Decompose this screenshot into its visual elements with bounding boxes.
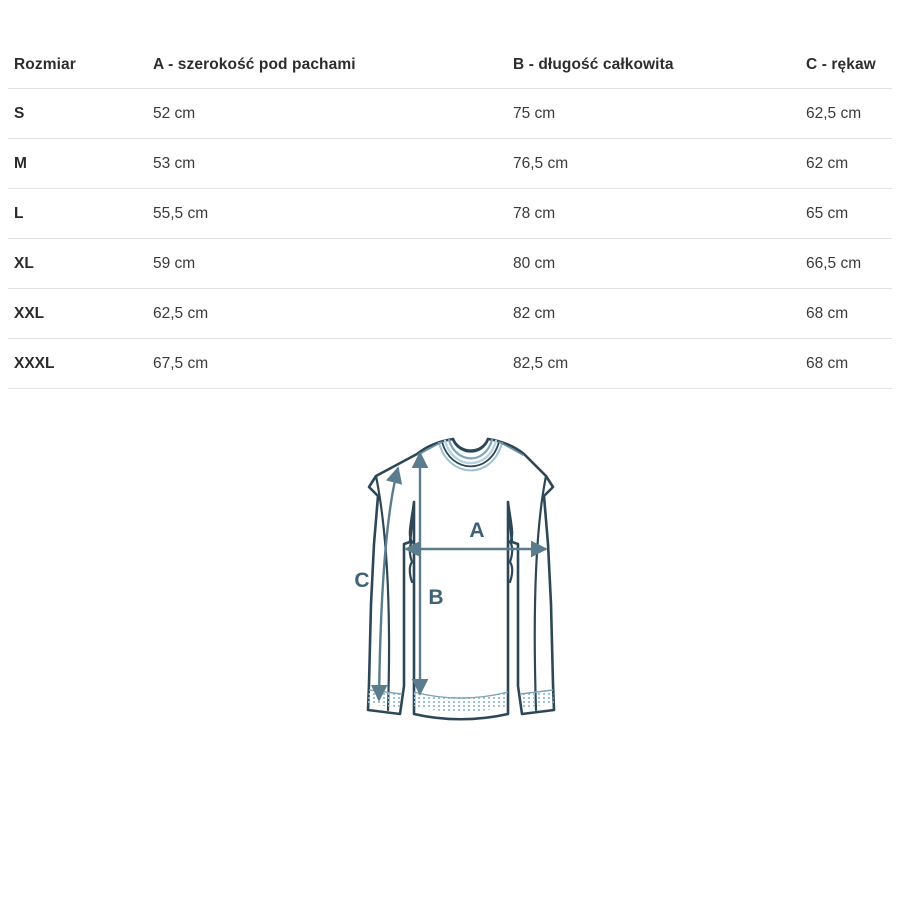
cell-size: XL [14,254,34,272]
cell-chest-width: 53 cm [153,154,196,172]
cell-size: L [14,204,24,222]
measure-arrow-c [370,466,403,702]
column-header-sleeve: C - rękaw [806,56,876,73]
table-header: Rozmiar A - szerokość pod pachami B - dł… [8,56,892,89]
table-header-row: Rozmiar A - szerokość pod pachami B - dł… [8,56,892,89]
garment-diagram: A B C [322,424,618,734]
cell-chest-width: 52 cm [153,104,196,122]
column-header-total-length: B - długość całkowita [513,56,674,73]
cell-sleeve: 66,5 cm [806,254,862,272]
cell-sleeve: 65 cm [806,204,849,222]
size-table: Rozmiar A - szerokość pod pachami B - dł… [8,56,892,389]
measure-label-c: C [354,569,369,592]
table-row: S 52 cm 75 cm 62,5 cm [8,88,892,139]
size-table-wrapper: Rozmiar A - szerokość pod pachami B - dł… [8,56,892,389]
cell-size: XXXL [14,354,55,372]
cell-sleeve: 68 cm [806,304,849,322]
cell-sleeve: 62,5 cm [806,104,862,122]
cell-total-length: 82,5 cm [513,354,569,372]
table-row: XL 59 cm 80 cm 66,5 cm [8,238,892,289]
cell-chest-width: 62,5 cm [153,304,209,322]
cell-total-length: 82 cm [513,304,556,322]
cell-size: S [14,104,25,122]
table-row: M 53 cm 76,5 cm 62 cm [8,138,892,189]
cell-total-length: 75 cm [513,104,556,122]
collar-icon [438,437,503,472]
table-row: XXL 62,5 cm 82 cm 68 cm [8,288,892,339]
cell-size: M [14,154,27,172]
cell-chest-width: 59 cm [153,254,196,272]
measure-label-b: B [428,586,443,609]
cell-sleeve: 68 cm [806,354,849,372]
table-row: L 55,5 cm 78 cm 65 cm [8,188,892,239]
cell-chest-width: 67,5 cm [153,354,209,372]
cell-total-length: 80 cm [513,254,556,272]
column-header-size: Rozmiar [14,56,76,73]
cell-total-length: 78 cm [513,204,556,222]
cell-chest-width: 55,5 cm [153,204,209,222]
measure-label-a: A [469,519,484,542]
cell-sleeve: 62 cm [806,154,849,172]
right-cuff-rib-texture [519,689,554,708]
cell-size: XXL [14,304,45,322]
cell-total-length: 76,5 cm [513,154,569,172]
table-body: S 52 cm 75 cm 62,5 cm M 53 cm 76,5 cm 62… [8,88,892,389]
column-header-chest-width: A - szerokość pod pachami [153,56,356,73]
table-row: XXXL 67,5 cm 82,5 cm 68 cm [8,338,892,389]
